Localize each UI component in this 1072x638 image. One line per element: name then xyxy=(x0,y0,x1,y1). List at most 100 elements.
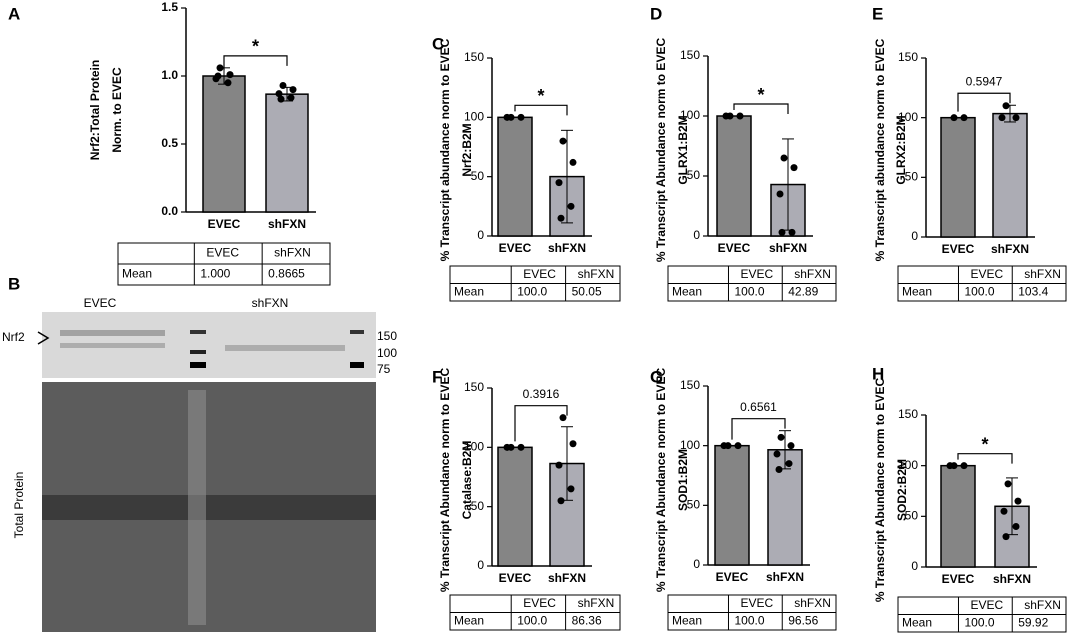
chart-panel: A Nrf2:Total Protein Norm. to EVEC 0.0 0.5 1.… xyxy=(8,0,331,286)
y-tick-label: 0.0 xyxy=(161,204,178,218)
total-protein-label: Total Protein xyxy=(12,472,26,539)
y-tick-label: 1.5 xyxy=(161,0,178,14)
mean-table: Mean EVEC 100.0 shFXN 103.4 xyxy=(897,265,1067,302)
significance-bracket xyxy=(514,405,568,442)
chart-panel: H% Transcript Abundance norm to EVEC SOD2… xyxy=(872,364,1067,633)
y-axis-label: % Transcript Abundance norm to EVEC xyxy=(438,368,452,593)
data-point xyxy=(720,442,728,450)
mean-table: Mean EVEC 1.000 shFXN 0.8665 xyxy=(117,242,331,286)
table-header: shFXN xyxy=(794,596,831,610)
data-point xyxy=(1014,497,1022,505)
blot-band xyxy=(42,495,376,520)
significance-bracket xyxy=(514,104,568,116)
table-value: 100.0 xyxy=(964,284,994,298)
x-tick-label: EVEC xyxy=(499,241,532,255)
y-axis-label: SOD1:B2M xyxy=(676,449,690,511)
data-point xyxy=(736,112,744,120)
table-value: 50.05 xyxy=(572,284,602,298)
table-header: EVEC xyxy=(970,598,1003,612)
table-value: 100.0 xyxy=(517,284,547,298)
data-point xyxy=(214,72,222,80)
blot-band xyxy=(60,343,165,348)
data-point xyxy=(1012,522,1020,530)
table-header: shFXN xyxy=(1024,267,1061,281)
y-tick-label: 0 xyxy=(477,558,484,572)
chart-panel: G% Transcript Abundance norm to EVEC SOD1… xyxy=(650,367,837,631)
table-row-label: Mean xyxy=(902,615,932,629)
data-point xyxy=(734,442,742,450)
y-tick-label: 50 xyxy=(471,169,485,183)
y-axis-label: Nrf2:B2M xyxy=(460,123,474,176)
data-point xyxy=(279,82,287,90)
y-tick-label: 0 xyxy=(693,228,700,242)
data-point xyxy=(946,462,954,470)
mean-table: Mean EVEC 100.0 shFXN 59.92 xyxy=(897,596,1067,633)
data-point xyxy=(555,461,563,469)
data-point xyxy=(787,442,795,450)
table-value: 100.0 xyxy=(517,613,547,627)
table-value: 86.36 xyxy=(572,613,602,627)
table-value: 0.8665 xyxy=(268,267,305,281)
table-row-label: Mean xyxy=(672,613,702,627)
data-point xyxy=(557,214,565,222)
table-value: 100.0 xyxy=(734,613,764,627)
lane-label: shFXN xyxy=(252,296,289,310)
y-axis-label: SOD2:B2M xyxy=(895,459,909,521)
y-tick-label: 50 xyxy=(687,498,701,512)
y-axis-label: GLRX2:B2M xyxy=(894,115,908,184)
data-point xyxy=(503,443,511,451)
panel-letter: A xyxy=(8,4,20,23)
data-point xyxy=(778,228,786,236)
x-tick-label: EVEC xyxy=(716,570,749,584)
significance-label: * xyxy=(757,85,764,105)
data-point xyxy=(1002,102,1010,110)
data-point xyxy=(517,443,525,451)
bar xyxy=(940,116,976,238)
data-point xyxy=(216,64,224,72)
x-tick-label: shFXN xyxy=(268,217,306,231)
data-point xyxy=(1000,507,1008,515)
significance-label: * xyxy=(537,86,544,106)
ladder-lane xyxy=(188,390,206,625)
y-tick-label: 50 xyxy=(687,168,701,182)
y-tick-label: 150 xyxy=(680,378,700,392)
bar xyxy=(992,112,1028,238)
data-point xyxy=(559,414,567,422)
y-tick-label: 150 xyxy=(464,50,484,64)
data-point xyxy=(1004,480,1012,488)
x-tick-label: shFXN xyxy=(766,570,804,584)
data-point xyxy=(567,202,575,210)
data-point xyxy=(788,228,796,236)
x-tick-label: shFXN xyxy=(769,241,807,255)
ladder-band xyxy=(190,362,206,368)
y-tick-label: 100 xyxy=(898,458,918,472)
ladder-band xyxy=(190,330,206,334)
y-tick-label: 50 xyxy=(905,170,919,184)
x-tick-label: EVEC xyxy=(718,241,751,255)
y-tick-label: 100 xyxy=(464,110,484,124)
y-tick-label: 100 xyxy=(898,110,918,124)
table-value: 96.56 xyxy=(788,613,818,627)
y-tick-label: 1.0 xyxy=(161,68,178,82)
y-axis-label: % Transcript abundance norm to EVEC xyxy=(438,38,452,261)
significance-bracket xyxy=(957,453,1013,464)
data-point xyxy=(224,79,232,87)
lane-label: EVEC xyxy=(84,296,117,310)
bar xyxy=(940,464,976,568)
data-point xyxy=(275,90,283,98)
y-tick-label: 0 xyxy=(693,557,700,571)
data-point xyxy=(287,94,295,102)
band-label: Nrf2 xyxy=(2,330,25,344)
data-point xyxy=(517,113,525,121)
y-axis-label: % Transcript Abundance norm to EVEC xyxy=(654,38,668,263)
y-axis-label: Norm. to EVEC xyxy=(110,67,124,153)
table-row-label: Mean xyxy=(672,284,702,298)
error-bar xyxy=(561,129,573,224)
x-tick-label: shFXN xyxy=(548,571,586,585)
x-tick-label: shFXN xyxy=(548,241,586,255)
table-header: shFXN xyxy=(578,267,615,281)
mean-table: Mean EVEC 100.0 shFXN 96.56 xyxy=(667,594,837,631)
data-point xyxy=(776,190,784,198)
x-tick-label: shFXN xyxy=(991,242,1029,256)
